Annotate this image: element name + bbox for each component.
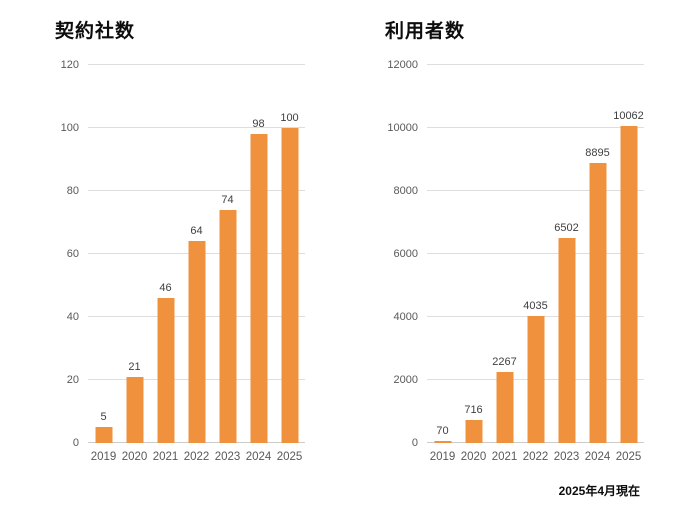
gridline <box>88 64 305 65</box>
bar <box>188 241 205 443</box>
bar <box>95 427 112 443</box>
bars-container: 5 2019 21 2020 46 2021 64 2022 74 2023 98 2024 100 20… <box>88 65 305 463</box>
y-axis-tick-label: 12000 <box>387 59 418 71</box>
x-axis-tick-label: 2019 <box>90 451 117 463</box>
category-slot: 100 2025 <box>274 65 305 463</box>
gridline <box>427 190 644 191</box>
bar-value-label: 10062 <box>613 110 644 123</box>
y-axis-tick-label: 20 <box>66 374 79 386</box>
bar-value-label: 21 <box>128 360 141 373</box>
category-slot: 2267 2021 <box>489 65 520 463</box>
bar-value-label: 2267 <box>492 355 517 368</box>
gridline <box>88 190 305 191</box>
gridline <box>427 127 644 128</box>
chart-title-contract-companies: 契約社数 <box>55 21 136 42</box>
category-slot: 8895 2024 <box>582 65 613 463</box>
y-axis-tick-label: 120 <box>60 59 79 71</box>
x-axis-tick-label: 2023 <box>553 451 580 463</box>
bar <box>219 209 236 443</box>
plot-area-contract-companies: 0 20 40 60 80 100 120 5 2019 21 2020 46 2021 64 2022 74… <box>61 59 305 463</box>
x-axis-tick-label: 2020 <box>121 451 148 463</box>
category-slot: 46 2021 <box>150 65 181 463</box>
category-slot: 74 2023 <box>212 65 243 463</box>
bar-value-label: 74 <box>221 193 234 206</box>
bar-value-label: 46 <box>159 282 172 295</box>
bar-value-label: 98 <box>252 118 265 131</box>
gridline <box>88 127 305 128</box>
x-axis-tick-label: 2023 <box>214 451 241 463</box>
bar-value-label: 5 <box>100 411 107 424</box>
bar <box>250 134 267 443</box>
x-axis-tick-label: 2021 <box>491 451 518 463</box>
bars-container: 70 2019 716 2020 2267 2021 4035 2022 6502 2023 889… <box>427 65 644 463</box>
bar-value-label: 4035 <box>523 299 548 312</box>
bar <box>496 371 513 443</box>
y-axis-tick-label: 6000 <box>393 248 418 260</box>
bar-value-label: 100 <box>280 112 299 124</box>
y-axis-tick-label: 0 <box>72 437 79 449</box>
bar <box>465 420 482 443</box>
x-axis-tick-label: 2022 <box>183 451 210 463</box>
bar-value-label: 8895 <box>585 146 610 159</box>
x-axis-tick-label: 2025 <box>615 451 642 463</box>
bar-value-label: 64 <box>190 225 203 238</box>
as-of-date-note: 2025年4月現在 <box>558 484 640 498</box>
category-slot: 70 2019 <box>427 65 458 463</box>
x-axis-tick-label: 2024 <box>584 451 611 463</box>
bar-value-label: 70 <box>436 424 449 437</box>
bar-value-label: 716 <box>464 404 483 417</box>
bar <box>527 315 544 443</box>
category-slot: 21 2020 <box>119 65 150 463</box>
y-axis-tick-label: 10000 <box>387 122 418 134</box>
x-axis-tick-label: 2019 <box>429 451 456 463</box>
category-slot: 716 2020 <box>458 65 489 463</box>
category-slot: 5 2019 <box>88 65 119 463</box>
chart-title-users: 利用者数 <box>385 21 466 42</box>
x-axis-tick-label: 2021 <box>152 451 179 463</box>
bar <box>558 238 575 443</box>
bar <box>620 126 637 443</box>
y-axis-tick-label: 4000 <box>393 311 418 323</box>
chart-users: 利用者数 0 2000 4000 6000 8000 10000 12000 70 2019 71… <box>385 20 675 490</box>
x-axis-tick-label: 2024 <box>245 451 272 463</box>
bar <box>281 128 298 443</box>
y-axis-tick-label: 0 <box>411 437 418 449</box>
category-slot: 64 2022 <box>181 65 212 463</box>
bar <box>157 298 174 443</box>
category-slot: 98 2024 <box>243 65 274 463</box>
gridline <box>427 253 644 254</box>
gridline <box>427 64 644 65</box>
bar <box>126 376 143 443</box>
category-slot: 10062 2025 <box>613 65 644 463</box>
category-slot: 4035 2022 <box>520 65 551 463</box>
chart-contract-companies: 契約社数 0 20 40 60 80 100 120 5 2019 21 2020 46 2021 64 2… <box>55 20 345 490</box>
category-slot: 6502 2023 <box>551 65 582 463</box>
bar <box>589 162 606 443</box>
x-axis-tick-label: 2025 <box>276 451 303 463</box>
y-axis-tick-label: 2000 <box>393 374 418 386</box>
bar <box>434 440 451 443</box>
plot-area-users: 0 2000 4000 6000 8000 10000 12000 70 2019 716 2020… <box>387 59 644 463</box>
x-axis-tick-label: 2022 <box>522 451 549 463</box>
y-axis-tick-label: 8000 <box>393 185 418 197</box>
y-axis-tick-label: 80 <box>66 185 79 197</box>
y-axis-tick-label: 60 <box>66 248 79 260</box>
y-axis-tick-label: 100 <box>60 122 79 134</box>
x-axis-tick-label: 2020 <box>460 451 487 463</box>
y-axis-tick-label: 40 <box>66 311 79 323</box>
bar-value-label: 6502 <box>554 222 579 235</box>
